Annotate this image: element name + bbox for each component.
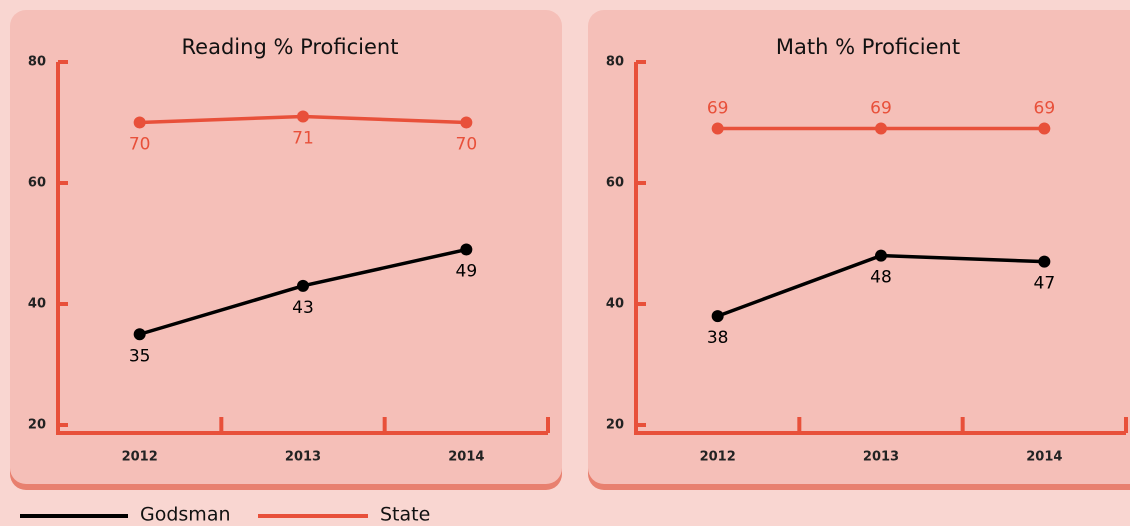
point — [711, 122, 724, 135]
x-tick-label: 2012 — [122, 450, 158, 465]
point — [875, 122, 887, 135]
x-tick-label: 2014 — [1026, 450, 1062, 465]
chart-title: Reading % Proficient — [182, 35, 399, 59]
point — [1038, 122, 1051, 135]
point — [460, 243, 473, 256]
data-label: 69 — [1034, 99, 1056, 119]
point — [133, 328, 146, 341]
panel — [10, 10, 562, 484]
y-tick-label: 80 — [606, 55, 624, 70]
legend-label: Godsman — [140, 504, 231, 526]
y-tick-label: 40 — [28, 297, 46, 312]
point — [711, 310, 724, 323]
point — [460, 116, 473, 129]
data-label: 70 — [456, 135, 478, 155]
panel — [588, 10, 1130, 484]
point — [1038, 255, 1051, 268]
data-label: 69 — [707, 99, 729, 119]
y-tick-label: 20 — [606, 418, 624, 433]
point — [297, 279, 309, 292]
legend-label: State — [380, 504, 430, 526]
data-label: 69 — [870, 99, 892, 119]
y-tick-label: 20 — [28, 418, 46, 433]
data-label: 71 — [292, 128, 314, 148]
point — [133, 116, 146, 129]
data-label: 38 — [707, 328, 729, 348]
point — [297, 110, 309, 123]
point — [875, 249, 887, 262]
data-label: 43 — [292, 298, 314, 318]
y-tick-label: 60 — [28, 176, 46, 191]
data-label: 47 — [1034, 274, 1056, 294]
data-label: 49 — [456, 262, 478, 282]
y-tick-label: 80 — [28, 55, 46, 70]
x-tick-label: 2014 — [448, 450, 484, 465]
x-tick-label: 2013 — [863, 450, 899, 465]
data-label: 48 — [870, 268, 892, 288]
y-tick-label: 40 — [606, 297, 624, 312]
data-label: 70 — [129, 135, 151, 155]
y-tick-label: 60 — [606, 176, 624, 191]
data-label: 35 — [129, 346, 151, 366]
x-tick-label: 2013 — [285, 450, 321, 465]
x-tick-label: 2012 — [700, 450, 736, 465]
chart-title: Math % Proficient — [776, 35, 960, 59]
